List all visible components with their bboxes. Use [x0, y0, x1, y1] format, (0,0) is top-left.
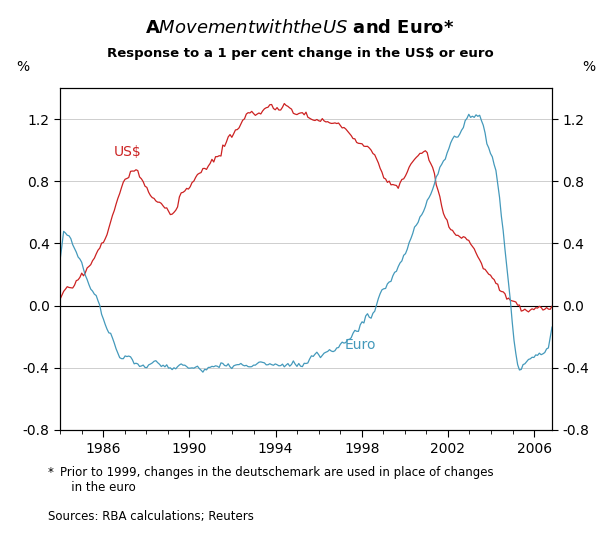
Text: A$ Movement with the US$ and Euro*: A$ Movement with the US$ and Euro* [145, 19, 455, 37]
Text: Sources: RBA calculations; Reuters: Sources: RBA calculations; Reuters [48, 510, 254, 523]
Text: %: % [17, 61, 29, 74]
Text: Response to a 1 per cent change in the US$ or euro: Response to a 1 per cent change in the U… [107, 47, 493, 60]
Text: Euro: Euro [344, 338, 376, 352]
Text: Prior to 1999, changes in the deutschemark are used in place of changes
   in th: Prior to 1999, changes in the deutschema… [60, 466, 494, 494]
Text: *: * [48, 466, 54, 479]
Text: %: % [583, 61, 595, 74]
Text: US$: US$ [114, 145, 142, 159]
